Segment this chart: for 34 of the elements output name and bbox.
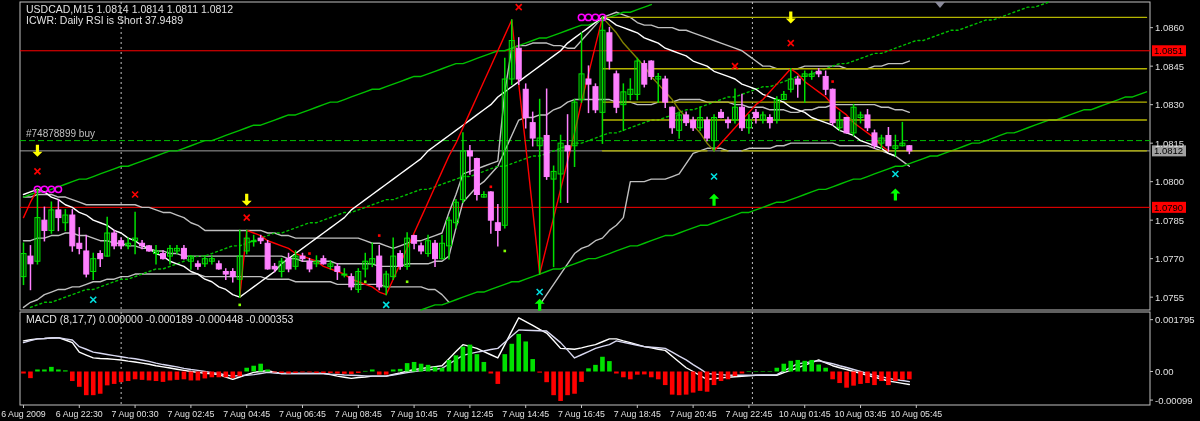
x-tick-label: 7 Aug 00:30 bbox=[111, 409, 159, 419]
x-tick-label: 7 Aug 10:45 bbox=[390, 409, 438, 419]
text: ICWR: Daily RSI is Short 37.9489 bbox=[26, 14, 184, 26]
y-tick-label: 1.0860 bbox=[1155, 22, 1185, 34]
ref-line-label: 1.0851 bbox=[1154, 45, 1184, 57]
ref-line-label: 1.0790 bbox=[1154, 201, 1184, 213]
chart-title: MACD (8,17,7) 0.000000 -0.000189 -0.000448 -0.000353 bbox=[26, 313, 294, 325]
x-tick-label: 10 Aug 03:45 bbox=[834, 409, 887, 419]
x-tick-label: 6 Aug 2009 bbox=[1, 409, 46, 419]
y-tick-label: 1.0785 bbox=[1155, 214, 1185, 226]
y-tick-label: -0.00099 bbox=[1155, 394, 1193, 406]
x-tick-label: 6 Aug 22:30 bbox=[55, 409, 103, 419]
ref-line-label: #74878899 buy bbox=[26, 127, 95, 139]
x-tick-label: 7 Aug 08:45 bbox=[334, 409, 382, 419]
x-tick-label: 7 Aug 06:45 bbox=[279, 409, 327, 419]
x-tick-label: 7 Aug 14:45 bbox=[502, 409, 550, 419]
x-tick-label: 7 Aug 20:45 bbox=[669, 409, 717, 419]
x-tick-label: 7 Aug 04:45 bbox=[223, 409, 271, 419]
y-tick-label: 1.0845 bbox=[1155, 60, 1185, 72]
y-tick-label: 1.0755 bbox=[1155, 291, 1185, 303]
x-tick-label: 7 Aug 12:45 bbox=[446, 409, 494, 419]
x-tick-label: 10 Aug 05:45 bbox=[890, 409, 943, 419]
ref-line-label: 1.0812 bbox=[1154, 145, 1184, 157]
y-tick-label: 0.001795 bbox=[1155, 314, 1195, 326]
x-tick-label: 10 Aug 01:45 bbox=[778, 409, 831, 419]
x-tick-label: 7 Aug 02:45 bbox=[167, 409, 215, 419]
x-tick-label: 7 Aug 16:45 bbox=[558, 409, 606, 419]
y-tick-label: 1.0800 bbox=[1155, 176, 1185, 188]
y-tick-label: 1.0830 bbox=[1155, 99, 1185, 111]
x-tick-label: 7 Aug 18:45 bbox=[613, 409, 661, 419]
chart-title: USDCAD,M15 1.0814 1.0814 1.0811 1.0812 bbox=[26, 3, 234, 15]
y-tick-label: 1.0770 bbox=[1155, 253, 1185, 265]
y-tick-label: 0.00 bbox=[1155, 366, 1174, 377]
x-tick-label: 7 Aug 22:45 bbox=[725, 409, 773, 419]
